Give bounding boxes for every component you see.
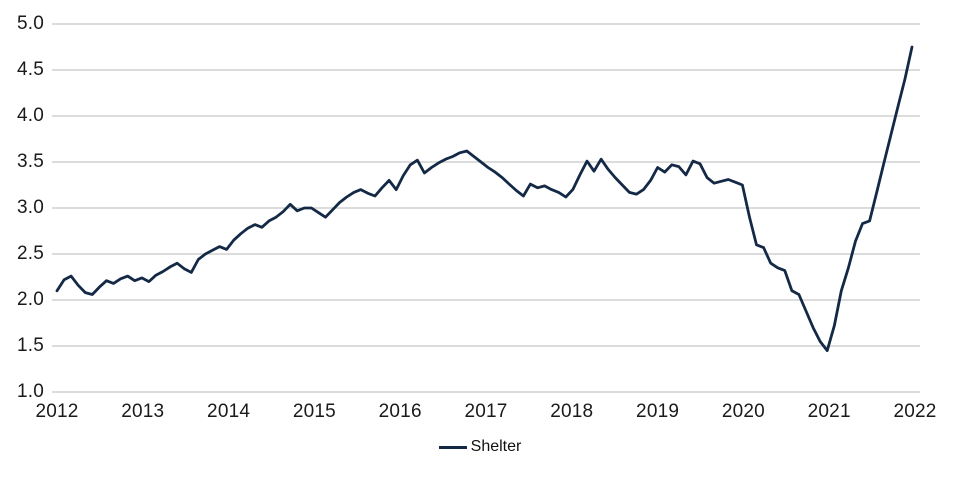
y-axis-label: 3.0 xyxy=(16,197,44,218)
x-axis-label: 2013 xyxy=(121,401,165,422)
legend-label: Shelter xyxy=(470,438,522,455)
y-axis-label: 2.5 xyxy=(16,243,44,264)
legend: Shelter xyxy=(0,438,960,456)
y-axis-label: 3.5 xyxy=(16,151,44,172)
x-axis-label: 2018 xyxy=(550,401,594,422)
x-axis-label: 2022 xyxy=(893,401,937,422)
y-axis-label: 1.5 xyxy=(16,335,44,356)
y-axis-label: 4.0 xyxy=(16,105,44,126)
shelter-series-line xyxy=(55,45,914,353)
x-axis-label: 2017 xyxy=(464,401,508,422)
x-axis-label: 2020 xyxy=(721,401,765,422)
x-axis-label: 2016 xyxy=(378,401,422,422)
legend-line-marker xyxy=(438,445,467,449)
y-axis-label: 4.5 xyxy=(16,59,44,80)
x-axis-label: 2021 xyxy=(807,401,851,422)
x-axis-label: 2019 xyxy=(636,401,680,422)
y-axis-label: 2.0 xyxy=(16,289,44,310)
x-axis-label: 2014 xyxy=(207,401,251,422)
y-axis-label: 5.0 xyxy=(16,13,44,34)
x-axis-label: 2015 xyxy=(292,401,336,422)
y-axis-label: 1.0 xyxy=(16,381,44,402)
x-axis-label: 2012 xyxy=(35,401,79,422)
